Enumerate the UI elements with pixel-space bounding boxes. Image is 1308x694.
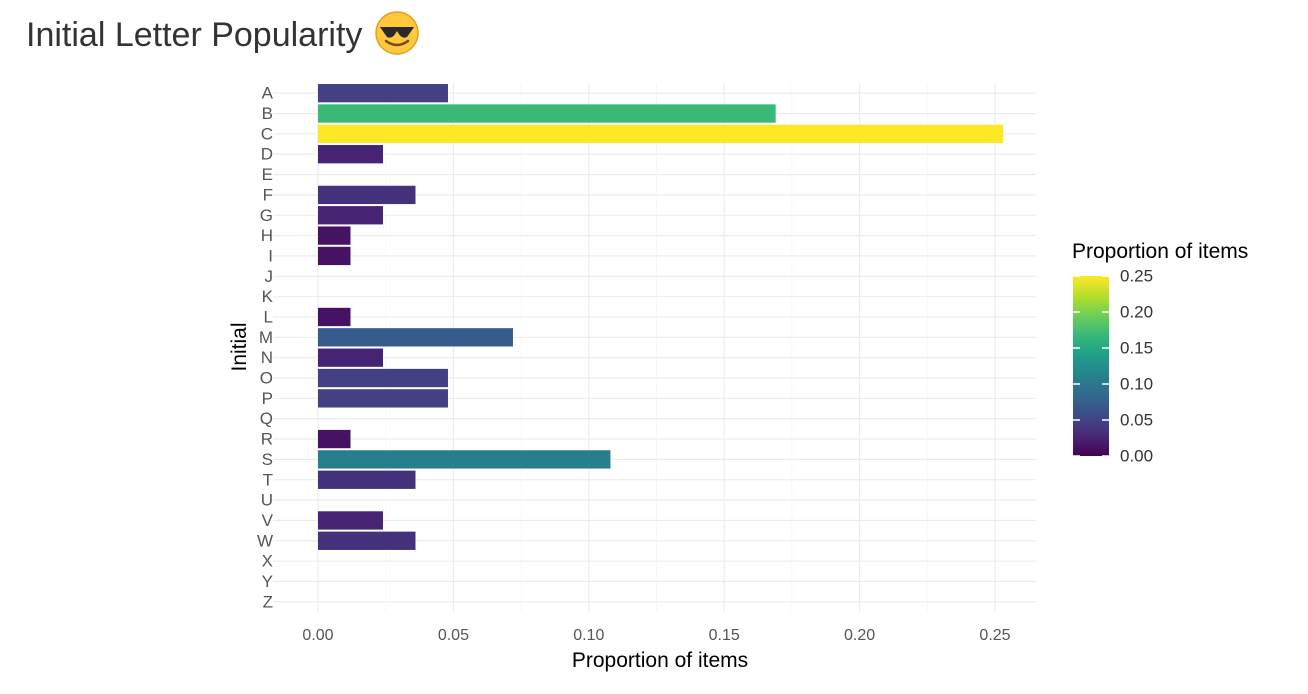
legend-tick-label: 0.20 bbox=[1120, 303, 1153, 322]
y-tick-label: L bbox=[264, 307, 273, 326]
legend-ticks: 0.00 0.05 0.10 0.15 0.20 0.25 bbox=[1073, 267, 1153, 466]
y-tick-label: A bbox=[262, 84, 274, 103]
chart-title: Initial Letter Popularity bbox=[26, 15, 363, 54]
x-tick-label: 0.05 bbox=[438, 627, 469, 644]
bar-O bbox=[318, 368, 448, 388]
bar-I bbox=[318, 246, 351, 266]
x-axis-title: Proportion of items bbox=[572, 649, 748, 672]
y-tick-label: D bbox=[261, 145, 273, 164]
y-tick-label: U bbox=[261, 491, 273, 510]
legend-tick-label: 0.15 bbox=[1120, 339, 1153, 358]
y-tick-label: P bbox=[262, 389, 273, 408]
y-tick-label: C bbox=[261, 124, 273, 143]
y-axis-title: Initial bbox=[228, 322, 251, 371]
x-tick-label: 0.20 bbox=[844, 627, 875, 644]
bar-D bbox=[318, 145, 383, 164]
x-tick-label: 0.00 bbox=[302, 627, 333, 644]
y-tick-label: E bbox=[262, 165, 273, 184]
bar-R bbox=[318, 429, 351, 449]
y-tick-label: S bbox=[262, 450, 273, 469]
y-tick-label: F bbox=[263, 185, 273, 204]
bar-A bbox=[318, 84, 448, 103]
x-tick-labels: 0.00 0.05 0.10 0.15 0.20 0.25 bbox=[302, 627, 1010, 644]
x-tick-label: 0.10 bbox=[573, 627, 604, 644]
bars bbox=[318, 84, 1004, 550]
y-tick-label: M bbox=[259, 328, 273, 347]
sunglasses-face-icon bbox=[374, 10, 420, 61]
bar-N bbox=[318, 348, 383, 367]
y-tick-label: R bbox=[261, 430, 273, 449]
y-tick-label: K bbox=[262, 287, 274, 306]
y-tick-label: W bbox=[257, 531, 273, 550]
bar-C bbox=[318, 124, 1004, 144]
y-tick-label: H bbox=[261, 226, 273, 245]
x-tick-label: 0.15 bbox=[709, 627, 740, 644]
y-tick-label: X bbox=[262, 552, 273, 571]
bar-S bbox=[318, 450, 611, 469]
legend-tick-label: 0.00 bbox=[1120, 447, 1153, 466]
y-tick-label: Z bbox=[263, 592, 273, 611]
y-tick-label: T bbox=[263, 470, 273, 489]
y-tick-label: Y bbox=[262, 572, 273, 591]
legend-tick-label: 0.05 bbox=[1120, 411, 1153, 430]
bar-P bbox=[318, 389, 448, 408]
y-tick-label: Q bbox=[260, 409, 273, 428]
bar-H bbox=[318, 226, 351, 245]
y-tick-label: O bbox=[260, 369, 273, 388]
legend-tick-label: 0.25 bbox=[1120, 267, 1153, 286]
color-legend: Proportion of items 0.00 0.05 0.10 0.15 0.20… bbox=[1072, 240, 1248, 466]
bar-F bbox=[318, 185, 416, 205]
bar-L bbox=[318, 307, 351, 327]
y-tick-label: N bbox=[261, 348, 273, 367]
legend-colorbar bbox=[1073, 276, 1109, 456]
y-tick-label: G bbox=[260, 206, 273, 225]
legend-tick-label: 0.10 bbox=[1120, 375, 1153, 394]
bar-G bbox=[318, 206, 383, 225]
bar-V bbox=[318, 511, 383, 530]
y-tick-label: V bbox=[262, 511, 274, 530]
y-tick-label: I bbox=[268, 246, 273, 265]
bar-B bbox=[318, 104, 776, 123]
chart-title-row: Initial Letter Popularity bbox=[26, 10, 420, 60]
y-tick-label: B bbox=[262, 104, 273, 123]
bar-T bbox=[318, 470, 416, 489]
bar-W bbox=[318, 531, 416, 550]
x-tick-label: 0.25 bbox=[979, 627, 1010, 644]
bar-M bbox=[318, 328, 513, 347]
legend-title: Proportion of items bbox=[1072, 240, 1248, 263]
y-tick-label: J bbox=[265, 267, 274, 286]
